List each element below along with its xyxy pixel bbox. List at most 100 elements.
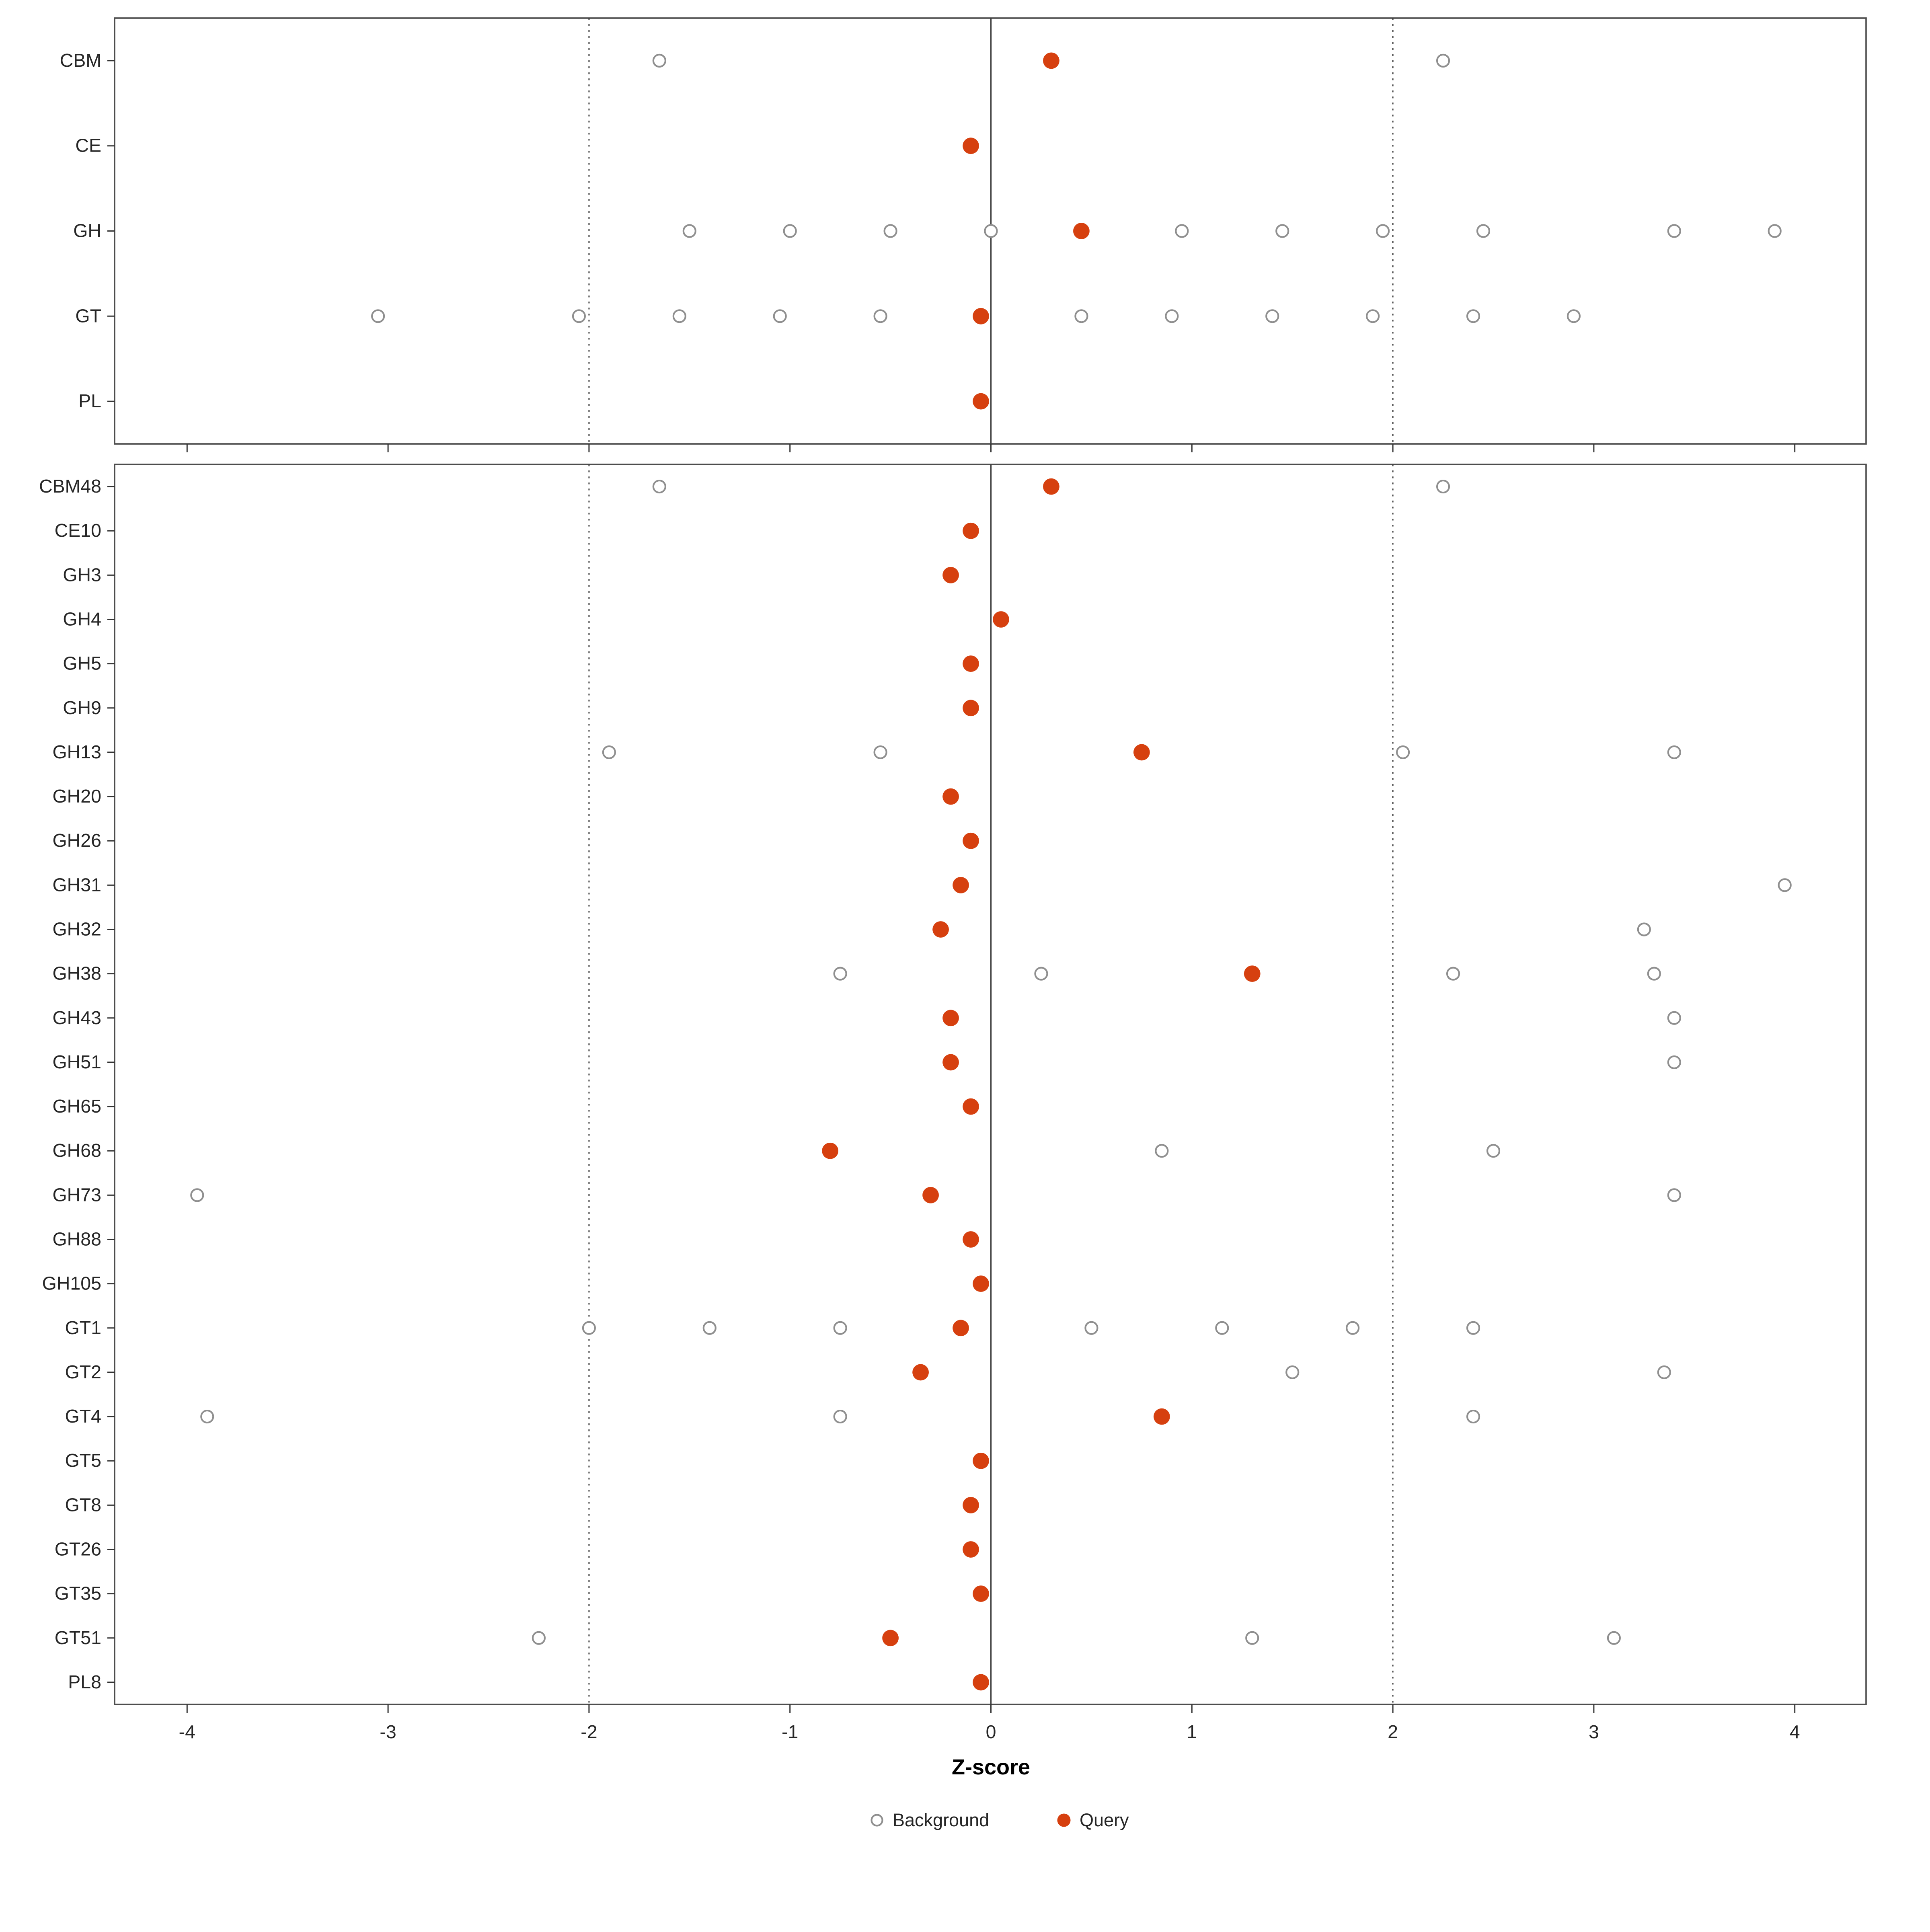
- query-point: [973, 1452, 989, 1469]
- query-point: [963, 1497, 979, 1513]
- query-point: [973, 1275, 989, 1292]
- panel-subfamily-level: CBM48 CE10 GH3 GH4 GH5 GH9 GH13 GH20 GH26 GH31 GH3…: [39, 464, 1867, 1713]
- query-point: [1073, 223, 1090, 239]
- background-point: [1667, 1055, 1681, 1070]
- background-point: [1074, 309, 1088, 323]
- query-point: [1043, 52, 1059, 69]
- y-axis-label: GH65: [53, 1096, 101, 1117]
- x-tick-label: 0: [986, 1721, 996, 1742]
- background-point: [1476, 224, 1491, 238]
- x-tick-label: 3: [1589, 1721, 1599, 1742]
- background-point: [1346, 1321, 1360, 1335]
- background-point: [1667, 745, 1681, 760]
- y-axis-label: GH43: [53, 1007, 101, 1028]
- background-point: [582, 1321, 596, 1335]
- background-point: [833, 1409, 847, 1424]
- background-point: [1215, 1321, 1229, 1335]
- legend-background-icon: [871, 1814, 883, 1827]
- y-axis-label: GT1: [65, 1317, 101, 1338]
- x-tick-label: -4: [179, 1721, 195, 1742]
- query-point: [963, 522, 979, 539]
- y-axis-label: GH68: [53, 1140, 101, 1161]
- background-point: [1667, 1188, 1681, 1202]
- y-axis-label: GT26: [55, 1539, 101, 1560]
- background-point: [833, 1321, 847, 1335]
- legend-query-label: Query: [1080, 1810, 1129, 1830]
- background-point: [1175, 224, 1189, 238]
- background-point: [200, 1409, 214, 1424]
- background-point: [702, 1321, 717, 1335]
- query-point: [942, 1054, 959, 1071]
- y-axis-label: GH51: [53, 1051, 101, 1072]
- background-point: [1647, 967, 1661, 981]
- background-point: [532, 1631, 546, 1645]
- y-axis-label: GT8: [65, 1494, 101, 1515]
- query-point: [963, 1231, 979, 1248]
- x-axis-title: Z-score: [952, 1755, 1030, 1779]
- query-point: [963, 138, 979, 154]
- legend-item-background: Background: [871, 1810, 989, 1830]
- y-axis-label: GH4: [63, 609, 101, 630]
- y-axis-label: GH5: [63, 653, 101, 674]
- background-point: [1466, 1409, 1480, 1424]
- query-point: [963, 832, 979, 849]
- y-axis-label: GT35: [55, 1583, 101, 1604]
- y-axis-label: GH73: [53, 1184, 101, 1205]
- background-point: [1446, 967, 1460, 981]
- background-point: [1396, 745, 1410, 760]
- y-axis-label: GH88: [53, 1229, 101, 1250]
- x-tick-label: -3: [380, 1721, 396, 1742]
- query-point: [993, 611, 1009, 628]
- background-point: [873, 745, 887, 760]
- legend-background-label: Background: [893, 1810, 989, 1830]
- y-axis-label: PL8: [68, 1671, 101, 1692]
- query-point: [963, 1541, 979, 1558]
- background-point: [1657, 1365, 1671, 1380]
- y-axis-label: PL: [78, 390, 101, 411]
- query-point: [942, 788, 959, 805]
- x-tick-label: 4: [1790, 1721, 1800, 1742]
- query-point: [882, 1630, 899, 1647]
- legend: Background Query: [871, 1810, 1129, 1830]
- query-point: [1043, 478, 1059, 495]
- query-point: [973, 1674, 989, 1691]
- background-point: [833, 967, 847, 981]
- query-point: [822, 1142, 839, 1159]
- query-point: [1244, 965, 1261, 982]
- y-axis-label: CE10: [55, 520, 101, 541]
- background-point: [1084, 1321, 1098, 1335]
- query-point: [963, 655, 979, 672]
- query-point: [963, 700, 979, 717]
- background-point: [672, 309, 686, 323]
- x-tick-label: -2: [581, 1721, 597, 1742]
- y-axis-label: GT51: [55, 1627, 101, 1648]
- query-point: [1133, 744, 1150, 761]
- background-point: [783, 224, 797, 238]
- background-point: [1376, 224, 1390, 238]
- background-point: [1245, 1631, 1259, 1645]
- query-point: [963, 1098, 979, 1115]
- background-point: [984, 224, 998, 238]
- query-point: [973, 1585, 989, 1602]
- y-axis-label: GT: [75, 305, 101, 326]
- x-tick-label: 1: [1187, 1721, 1197, 1742]
- background-point: [190, 1188, 204, 1202]
- y-axis-label: GH3: [63, 564, 101, 585]
- background-point: [682, 224, 696, 238]
- y-axis-label: GT2: [65, 1361, 101, 1382]
- y-axis-label: CBM: [60, 50, 101, 71]
- y-axis-label: GH32: [53, 919, 101, 940]
- background-point: [1486, 1144, 1501, 1158]
- y-axis-label: GH9: [63, 697, 101, 718]
- background-point: [873, 309, 887, 323]
- background-point: [1275, 224, 1289, 238]
- background-point: [1034, 967, 1048, 981]
- query-point: [973, 393, 989, 410]
- legend-query-icon: [1057, 1813, 1071, 1827]
- background-point: [1165, 309, 1179, 323]
- query-point: [942, 567, 959, 583]
- background-point: [1607, 1631, 1621, 1645]
- background-point: [1768, 224, 1782, 238]
- background-point: [883, 224, 897, 238]
